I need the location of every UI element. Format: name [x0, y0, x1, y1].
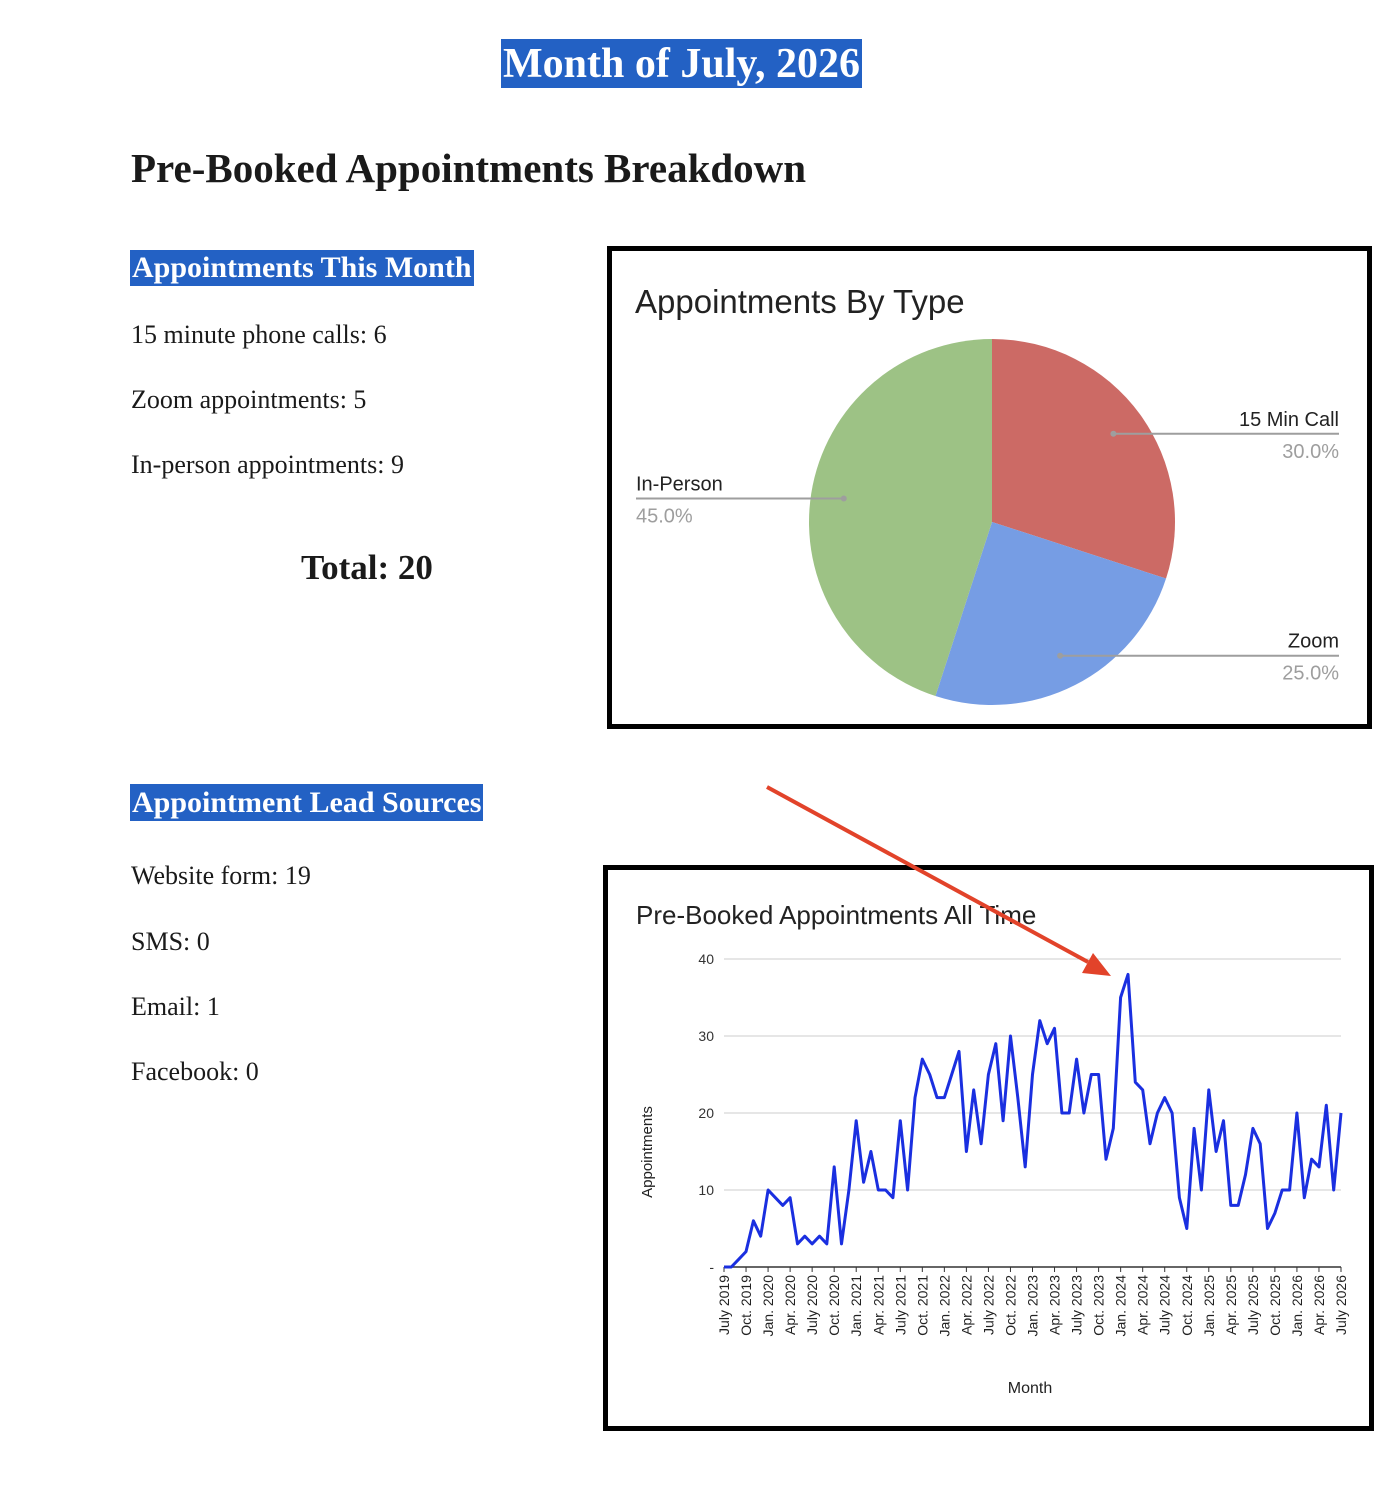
appointments-by-type-chart: Appointments By Type 15 Min Call 30.0% Zoo… [635, 283, 1339, 705]
x-tick-label: Apr. 2022 [958, 1275, 974, 1335]
x-tick-label: Jan. 2020 [760, 1275, 776, 1337]
appointments-all-time-chart: Pre-Booked Appointments All Time - 10 20 30… [636, 900, 1349, 1397]
y-tick-label: 40 [698, 951, 714, 967]
x-tick-label: July 2026 [1333, 1275, 1349, 1335]
pie-chart-frame: Appointments By Type 15 Min Call 30.0% Zoo… [607, 246, 1372, 729]
pie-leader-dot-15-min-call [1110, 430, 1117, 437]
x-tick-label: Apr. 2024 [1135, 1275, 1151, 1335]
x-tick-label: Oct. 2022 [1002, 1275, 1018, 1336]
x-tick-label: Jan. 2023 [1025, 1275, 1041, 1337]
lead-website-form: Website form: 19 [131, 861, 311, 890]
line-chart-frame: Pre-Booked Appointments All Time - 10 20 30… [603, 865, 1374, 1431]
x-axis-label: Month [1008, 1380, 1052, 1397]
pie-leader-dot-in-person [840, 495, 847, 502]
x-tick-label: July 2021 [892, 1275, 908, 1335]
stat-in-person: In-person appointments: 9 [131, 450, 404, 479]
x-tick-label: Apr. 2020 [782, 1275, 798, 1335]
x-tick-label: July 2022 [980, 1275, 996, 1335]
lead-email: Email: 1 [131, 992, 220, 1021]
x-tick-label: Oct. 2021 [914, 1275, 930, 1336]
x-tick-label: July 2024 [1157, 1275, 1173, 1335]
pie-label-in-person: In-Person [636, 474, 723, 496]
x-tick-label: Jan. 2021 [848, 1275, 864, 1337]
line-chart-title: Pre-Booked Appointments All Time [636, 900, 1036, 930]
x-tick-label: Apr. 2026 [1311, 1275, 1327, 1335]
x-tick-label: July 2023 [1069, 1275, 1085, 1335]
x-tick-label: Oct. 2020 [826, 1275, 842, 1336]
y-tick-label: 10 [698, 1182, 714, 1198]
x-tick-label: Apr. 2023 [1047, 1275, 1063, 1335]
x-tick-label: Apr. 2025 [1223, 1275, 1239, 1335]
appointments-this-month-heading: Appointments This Month [130, 250, 474, 286]
lead-sources-heading: Appointment Lead Sources [130, 784, 484, 821]
total-appointments: Total: 20 [301, 548, 433, 587]
y-tick-label: 30 [698, 1028, 714, 1044]
pie-value-in-person: 45.0% [636, 506, 693, 528]
y-axis-label: Appointments [639, 1106, 656, 1198]
pie-slice-zoom [935, 522, 1167, 705]
pie-slice-15-min-call [992, 339, 1175, 579]
x-tick-label: Apr. 2021 [870, 1275, 886, 1335]
stat-zoom: Zoom appointments: 5 [131, 385, 367, 414]
pie-label-zoom: Zoom [1288, 631, 1339, 653]
month-title: Month of July, 2026 [501, 39, 863, 88]
stat-phone-calls: 15 minute phone calls: 6 [131, 320, 387, 349]
lead-sms: SMS: 0 [131, 927, 210, 956]
x-tick-label: Jan. 2022 [936, 1275, 952, 1337]
pie-slice-in-person [809, 339, 992, 697]
lead-facebook: Facebook: 0 [131, 1057, 259, 1086]
y-tick-label: - [709, 1259, 714, 1275]
x-tick-label: Jan. 2025 [1201, 1275, 1217, 1337]
x-tick-label: Oct. 2025 [1267, 1275, 1283, 1336]
x-tick-label: Oct. 2019 [738, 1275, 754, 1336]
x-tick-label: Oct. 2024 [1179, 1275, 1195, 1336]
x-tick-label: July 2020 [804, 1275, 820, 1335]
pie-value-zoom: 25.0% [1282, 663, 1339, 685]
series-line [724, 972, 1343, 1269]
pie-chart-title: Appointments By Type [635, 283, 965, 320]
section-heading: Pre-Booked Appointments Breakdown [131, 145, 807, 191]
x-tick-label: Jan. 2026 [1289, 1275, 1305, 1337]
x-tick-label: Jan. 2024 [1113, 1275, 1129, 1337]
x-tick-label: July 2019 [716, 1275, 732, 1335]
y-tick-label: 20 [698, 1105, 714, 1121]
pie-label-15-min-call: 15 Min Call [1239, 409, 1339, 431]
pie-leader-dot-zoom [1057, 652, 1064, 659]
x-tick-label: July 2025 [1245, 1275, 1261, 1335]
pie-value-15-min-call: 30.0% [1282, 441, 1339, 463]
x-tick-label: Oct. 2023 [1091, 1275, 1107, 1336]
